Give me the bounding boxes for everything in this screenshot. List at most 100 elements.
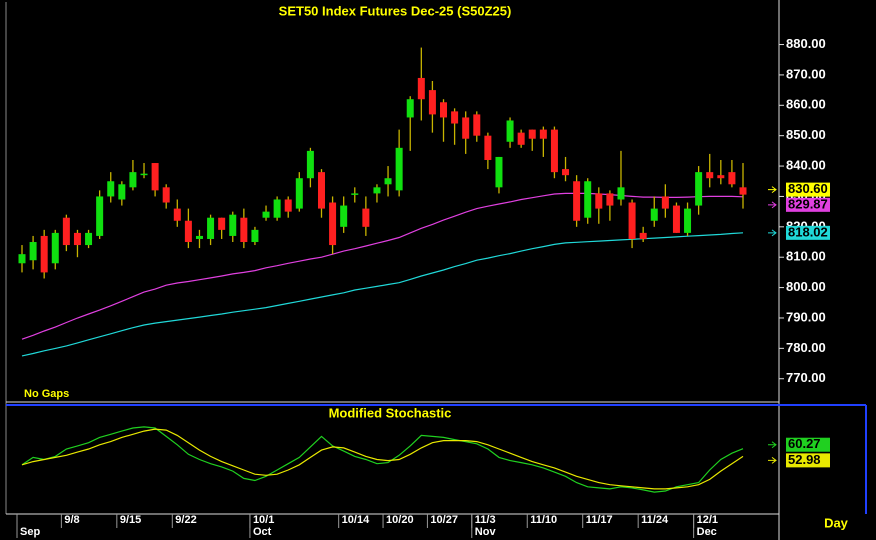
candle-body bbox=[695, 172, 703, 206]
candle-body bbox=[240, 217, 248, 243]
candle-body bbox=[173, 208, 181, 221]
candle-body bbox=[51, 232, 59, 264]
candle-body bbox=[262, 211, 270, 218]
candle-body bbox=[107, 181, 115, 197]
candle-body bbox=[717, 175, 725, 179]
candle-body bbox=[617, 187, 625, 200]
candle-body bbox=[329, 202, 337, 246]
candle-body bbox=[606, 193, 614, 206]
candle-body bbox=[184, 220, 192, 243]
x-tick-label: 10/14 bbox=[342, 514, 370, 526]
x-tick-label: 10/1 bbox=[253, 514, 274, 526]
candle-body bbox=[195, 235, 203, 239]
x-tick-label: 10/20 bbox=[386, 514, 414, 526]
candle-body bbox=[207, 217, 215, 239]
x-tick-label: 11/3 bbox=[475, 514, 496, 526]
last-price-label-arrow bbox=[768, 186, 777, 194]
candle-body bbox=[706, 172, 714, 179]
overlay-last-label-arrow bbox=[768, 229, 777, 237]
candle-body bbox=[728, 172, 736, 185]
candle-body bbox=[451, 111, 459, 124]
indicator-last-label: 60.27 bbox=[788, 436, 821, 451]
x-tick-label: 11/24 bbox=[641, 514, 669, 526]
overlay-last-label-box bbox=[786, 197, 830, 212]
y-tick-label: 850.00 bbox=[786, 127, 826, 142]
y-tick-label: 790.00 bbox=[786, 309, 826, 324]
candle-body bbox=[40, 235, 48, 273]
indicator-last-label-arrow bbox=[768, 456, 777, 464]
candle-body bbox=[440, 102, 448, 118]
x-tick-label: 9/8 bbox=[64, 514, 79, 526]
candle-body bbox=[351, 193, 359, 195]
candle-body bbox=[251, 229, 259, 243]
candle-body bbox=[96, 196, 104, 236]
candle-body bbox=[118, 184, 126, 200]
candle-body bbox=[373, 187, 381, 194]
candle-body bbox=[661, 196, 669, 209]
x-tick-label: 11/10 bbox=[530, 514, 557, 526]
candle-body bbox=[18, 254, 26, 264]
candle-body bbox=[85, 232, 93, 246]
candle-body bbox=[129, 172, 137, 188]
candle-body bbox=[539, 129, 547, 139]
y-tick-label: 860.00 bbox=[786, 97, 826, 112]
candle-body bbox=[428, 90, 436, 115]
candle-body bbox=[29, 242, 37, 261]
x-tick-label: 9/22 bbox=[175, 514, 196, 526]
candle-body bbox=[162, 187, 170, 203]
indicator-line bbox=[21, 426, 744, 493]
candle-body bbox=[306, 150, 314, 179]
month-label: Dec bbox=[697, 526, 717, 538]
x-tick-label: 9/15 bbox=[120, 514, 141, 526]
x-tick-label: 10/27 bbox=[430, 514, 458, 526]
candle-body bbox=[473, 114, 481, 136]
overlay-last-label: 818.02 bbox=[788, 224, 828, 239]
y-tick-label: 810.00 bbox=[786, 249, 826, 264]
candle-body bbox=[584, 181, 592, 218]
candle-body bbox=[229, 214, 237, 236]
overlay-last-label: 829.87 bbox=[788, 196, 828, 211]
candle-body bbox=[295, 178, 303, 209]
x-tick-label: 11/17 bbox=[586, 514, 613, 526]
overlay-last-label-arrow bbox=[768, 201, 777, 209]
candle-body bbox=[362, 208, 370, 227]
candle-body bbox=[484, 135, 492, 160]
indicator-line bbox=[21, 428, 744, 490]
y-tick-label: 870.00 bbox=[786, 66, 826, 81]
candle-body bbox=[650, 208, 658, 221]
candle-body bbox=[151, 163, 159, 191]
last-price-label-box bbox=[786, 182, 830, 197]
candle-body bbox=[595, 193, 603, 209]
candle-body bbox=[739, 187, 747, 195]
candle-body bbox=[506, 120, 514, 142]
candle-body bbox=[384, 178, 392, 185]
month-label: Oct bbox=[253, 526, 272, 538]
candle-body bbox=[73, 232, 81, 246]
candle-body bbox=[140, 173, 148, 176]
y-tick-label: 800.00 bbox=[786, 279, 826, 294]
candle-body bbox=[317, 172, 325, 209]
y-tick-label: 880.00 bbox=[786, 36, 826, 51]
candle-body bbox=[462, 117, 470, 139]
overlay-last-label-box bbox=[786, 225, 830, 240]
indicator-last-label-box bbox=[786, 437, 830, 452]
indicator-last-label-box bbox=[786, 453, 830, 468]
indicator-last-label: 52.98 bbox=[788, 452, 821, 467]
candle-body bbox=[528, 129, 536, 139]
candle-body bbox=[340, 205, 348, 227]
month-label: Sep bbox=[20, 526, 40, 538]
moving-average bbox=[21, 232, 744, 357]
candle-body bbox=[495, 156, 503, 188]
chart-title: SET50 Index Futures Dec-25 (S50Z25) bbox=[279, 3, 512, 18]
candle-body bbox=[628, 202, 636, 239]
candle-body bbox=[639, 232, 647, 239]
candle-body bbox=[406, 99, 414, 118]
candle-body bbox=[684, 208, 692, 233]
candle-body bbox=[573, 181, 581, 221]
candle-body bbox=[62, 217, 70, 246]
annotation: No Gaps bbox=[24, 388, 69, 400]
candle-body bbox=[273, 199, 281, 218]
candle-body bbox=[562, 169, 570, 176]
last-price-label: 830.60 bbox=[788, 181, 828, 196]
